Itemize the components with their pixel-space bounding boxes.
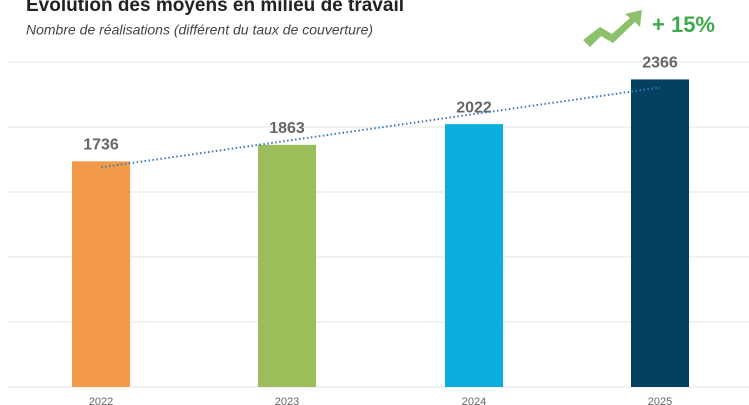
value-label: 1736	[83, 137, 119, 154]
bar	[72, 161, 130, 387]
bar	[631, 79, 689, 388]
value-label: 1863	[269, 120, 305, 137]
value-label: 2366	[642, 55, 678, 72]
x-tick-label: 2024	[462, 396, 486, 405]
growth-icon	[583, 10, 642, 47]
bar	[445, 124, 503, 387]
x-tick-label: 2022	[89, 396, 113, 405]
x-tick-label: 2023	[275, 396, 299, 405]
chart-subtitle: Nombre de réalisations (différent du tau…	[26, 22, 373, 38]
chart-title: Évolution des moyens en milieu de travai…	[26, 0, 404, 16]
value-label: 2022	[456, 99, 492, 116]
x-tick-label: 2025	[648, 396, 672, 405]
bar	[258, 144, 316, 387]
annotation: + 15%	[652, 12, 715, 37]
